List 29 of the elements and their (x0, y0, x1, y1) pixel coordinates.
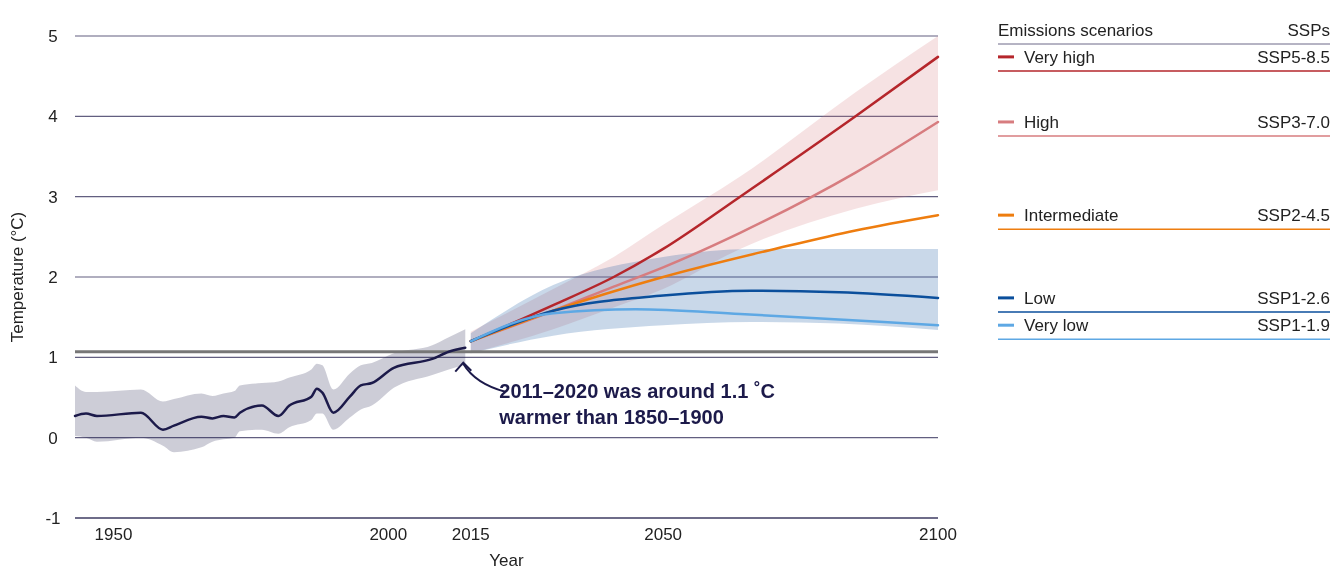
text: SSPs (1287, 21, 1330, 40)
legend-label: Low (1024, 288, 1056, 308)
x-tick-label: 2100 (919, 525, 957, 544)
x-tick-label: 1950 (94, 525, 133, 544)
x-tick-label: 2050 (644, 525, 683, 544)
y-tick-label: 1 (48, 348, 58, 368)
annotation: 2011–2020 was around 1.1 ˚C warmer than 1850–1900 (498, 379, 775, 428)
y-tick-label: 2 (48, 267, 58, 287)
y-tick-label: 0 (48, 428, 58, 448)
x-tick-label: 2000 (369, 525, 408, 544)
text: SSP3-7.0 (1257, 112, 1330, 132)
legend-label: High (1024, 112, 1059, 132)
y-tick-label: 4 (48, 107, 58, 127)
x-axis-title: Year (489, 551, 525, 570)
text: SSP2-4.5 (1257, 206, 1330, 226)
y-tick-label: 5 (48, 26, 58, 46)
line-series (73, 346, 467, 431)
legend-title: Emissions scenarios (998, 21, 1153, 40)
legend-label: Very high (1024, 47, 1095, 67)
text: SSP1-2.6 (1257, 288, 1330, 308)
text: SSP5-8.5 (1257, 47, 1330, 67)
legend-label: Very low (1024, 316, 1089, 336)
x-tick-label: 2015 (451, 525, 490, 544)
line-series (469, 307, 940, 343)
legend-label: Intermediate (1024, 206, 1119, 226)
y-tick-label: -1 (45, 508, 61, 528)
y-tick-label: 3 (48, 187, 58, 207)
text: SSP1-1.9 (1257, 316, 1330, 336)
y-axis-title: Temperature (°C) (8, 211, 27, 343)
